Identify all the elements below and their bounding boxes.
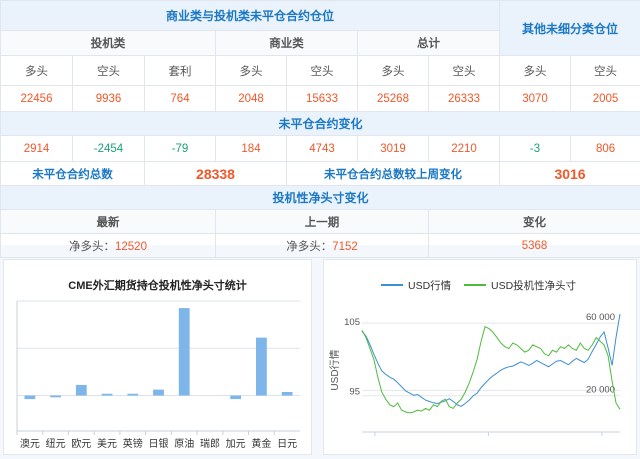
cot-positions-table: 商业类与投机类未平仓合约仓位 其他未细分类仓位 投机类 商业类 总计 多头 空头…: [0, 0, 640, 258]
total-group-header: 总计: [358, 31, 500, 56]
col-header: 套利: [145, 56, 216, 86]
bar-category-label: 黄金: [251, 437, 271, 450]
cot-positions-table-wrap: 商业类与投机类未平仓合约仓位 其他未细分类仓位 投机类 商业类 总计 多头 空头…: [0, 0, 640, 245]
bar: [50, 396, 61, 398]
usd-line-chart-panel: USD行情 USD投机性净头寸 USD行情 95 105 20 000 60 000: [323, 259, 637, 455]
position-cell: 25268: [358, 86, 429, 112]
net-latest-header: 最新: [1, 210, 216, 234]
legend-usd-label[interactable]: USD行情: [408, 279, 452, 292]
change-cell: -79: [145, 136, 216, 162]
col-header: 空头: [73, 56, 145, 86]
bar-category-label: 欧元: [71, 438, 91, 450]
col-header: 多头: [500, 56, 571, 86]
other-positions-title: 其他未细分类仓位: [500, 1, 640, 56]
net-latest-label: 净多头：: [69, 241, 115, 253]
change-cell: 3019: [358, 136, 429, 162]
bar: [179, 308, 190, 395]
col-header: 空头: [429, 56, 500, 86]
col-header: 多头: [358, 56, 429, 86]
bar: [230, 396, 241, 400]
right-tick-label: 60 000: [586, 312, 615, 323]
position-cell: 2048: [216, 86, 287, 112]
bar-category-label: 英镑: [123, 437, 143, 450]
bar-category-label: 纽元: [46, 437, 66, 450]
col-header: 空头: [287, 56, 358, 86]
position-cell: 15633: [287, 86, 358, 112]
net-change-header: 变化: [429, 210, 640, 234]
left-tick-label: 105: [344, 317, 360, 328]
speculative-group-header: 投机类: [1, 31, 216, 56]
change-cell: 2914: [1, 136, 73, 162]
legend-net-label[interactable]: USD投机性净头寸: [491, 279, 576, 292]
change-cell: 4743: [287, 136, 358, 162]
right-tick-label: 20 000: [586, 385, 615, 396]
bar: [24, 396, 35, 400]
series-line: [362, 327, 620, 413]
change-cell: 184: [216, 136, 287, 162]
net-prev-header: 上一期: [216, 210, 429, 234]
total-oi-label: 未平仓合约总数: [1, 162, 145, 186]
usd-line-chart: USD行情 USD投机性净头寸 USD行情 95 105 20 000 60 000: [324, 260, 638, 456]
bar-category-label: 日元: [277, 439, 297, 450]
bar-category-label: 原油: [174, 437, 194, 450]
bar: [153, 390, 164, 396]
col-header: 空头: [571, 56, 640, 86]
total-oi-value: 28338: [145, 162, 287, 186]
bar-chart-title: CME外汇期货持仓投机性净头寸统计: [4, 277, 311, 293]
bar: [127, 394, 138, 396]
bar-category-label: 加元: [226, 438, 246, 450]
net-position-bar-chart-panel: CME外汇期货持仓投机性净头寸统计 澳元纽元欧元美元英镑日银原油瑞郎加元黄金日元: [3, 259, 312, 455]
change-cell: 806: [571, 136, 640, 162]
col-header: 多头: [216, 56, 287, 86]
bar-category-label: 日银: [149, 437, 169, 450]
change-cell: -2454: [73, 136, 145, 162]
open-interest-change-title: 未平仓合约变化: [1, 112, 640, 136]
weekly-change-label: 未平仓合约总数较上周变化: [287, 162, 500, 186]
bar: [256, 338, 267, 396]
net-prev-cell: 净多头：7152: [216, 234, 429, 258]
position-cell: 764: [145, 86, 216, 112]
weekly-change-value: 3016: [500, 162, 640, 186]
left-tick-label: 95: [349, 386, 360, 397]
position-cell: 22456: [1, 86, 73, 112]
change-cell: -3: [500, 136, 571, 162]
net-change-value: 5368: [429, 234, 640, 258]
bar-category-label: 美元: [97, 437, 117, 450]
col-header: 多头: [1, 56, 73, 86]
bar-category-label: 澳元: [20, 437, 40, 450]
net-latest-value: 12520: [115, 241, 147, 253]
bar: [102, 394, 113, 396]
net-position-title: 投机性净头寸变化: [1, 186, 640, 210]
net-prev-value: 7152: [332, 241, 358, 253]
position-cell: 26333: [429, 86, 500, 112]
position-cell: 9936: [73, 86, 145, 112]
series-line: [362, 314, 620, 406]
bar: [76, 385, 87, 396]
position-cell: 3070: [500, 86, 571, 112]
commercial-speculative-title: 商业类与投机类未平仓合约仓位: [1, 1, 500, 31]
y-axis-label: USD行情: [328, 349, 341, 390]
change-cell: 2210: [429, 136, 500, 162]
position-cell: 2005: [571, 86, 640, 112]
bar-category-label: 瑞郎: [200, 437, 220, 450]
net-latest-cell: 净多头：12520: [1, 234, 216, 258]
bar: [282, 392, 293, 396]
net-prev-label: 净多头：: [286, 241, 332, 253]
commercial-group-header: 商业类: [216, 31, 358, 56]
